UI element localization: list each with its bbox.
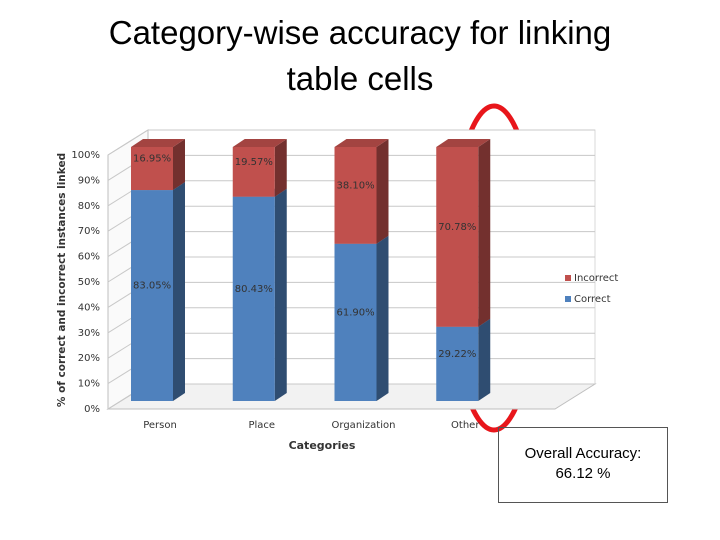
value-label: 29.22% (438, 349, 476, 360)
annotation-box: Overall Accuracy: 66.12 % (498, 427, 668, 503)
value-label: 16.95% (133, 154, 171, 165)
bar-top (334, 139, 389, 147)
bar (131, 147, 173, 191)
bar (131, 190, 173, 401)
x-tick-label: Person (143, 420, 177, 431)
x-axis-label: Categories (289, 439, 356, 452)
y-tick-label: 40% (78, 302, 100, 313)
y-tick-label: 30% (78, 328, 100, 339)
bar-side (376, 235, 389, 401)
legend-label: Incorrect (574, 273, 618, 284)
x-tick-label: Other (451, 420, 480, 431)
legend-swatch (565, 275, 571, 281)
bar (334, 243, 377, 401)
bar-side (274, 188, 287, 401)
bar (334, 147, 377, 244)
x-tick-label: Place (248, 420, 275, 431)
y-axis-label: % of correct and incorrect instances lin… (56, 153, 68, 407)
x-tick-label: Organization (332, 420, 396, 431)
value-label: 83.05% (133, 281, 171, 292)
value-label: 61.90% (337, 307, 375, 318)
value-label: 70.78% (438, 222, 476, 233)
bar (436, 326, 479, 401)
y-tick-label: 70% (78, 226, 100, 237)
legend-label: Correct (574, 294, 611, 305)
value-label: 19.57% (235, 157, 273, 168)
y-tick-label: 10% (78, 379, 100, 390)
y-tick-label: 80% (78, 201, 100, 212)
bar-top (436, 139, 491, 147)
y-tick-label: 20% (78, 353, 100, 364)
legend-swatch (565, 296, 571, 302)
y-tick-label: 100% (71, 150, 100, 161)
y-tick-label: 50% (78, 277, 100, 288)
bar-side (478, 139, 491, 327)
bar-top (131, 139, 185, 147)
bar-side (274, 139, 287, 197)
y-tick-label: 60% (78, 252, 100, 263)
bar-side (478, 318, 491, 401)
grid-line (107, 129, 595, 156)
y-tick-label: 90% (78, 175, 100, 186)
value-label: 38.10% (337, 180, 375, 191)
bar (232, 196, 275, 401)
value-label: 80.43% (235, 284, 273, 295)
slide-title: Category-wise accuracy for linking table… (108, 14, 612, 97)
bar-side (173, 139, 185, 191)
bar-top (232, 139, 287, 147)
bar-side (173, 182, 185, 401)
bar (436, 147, 479, 327)
bar-side (376, 139, 389, 244)
y-tick-label: 0% (84, 404, 100, 415)
bar (232, 147, 275, 197)
